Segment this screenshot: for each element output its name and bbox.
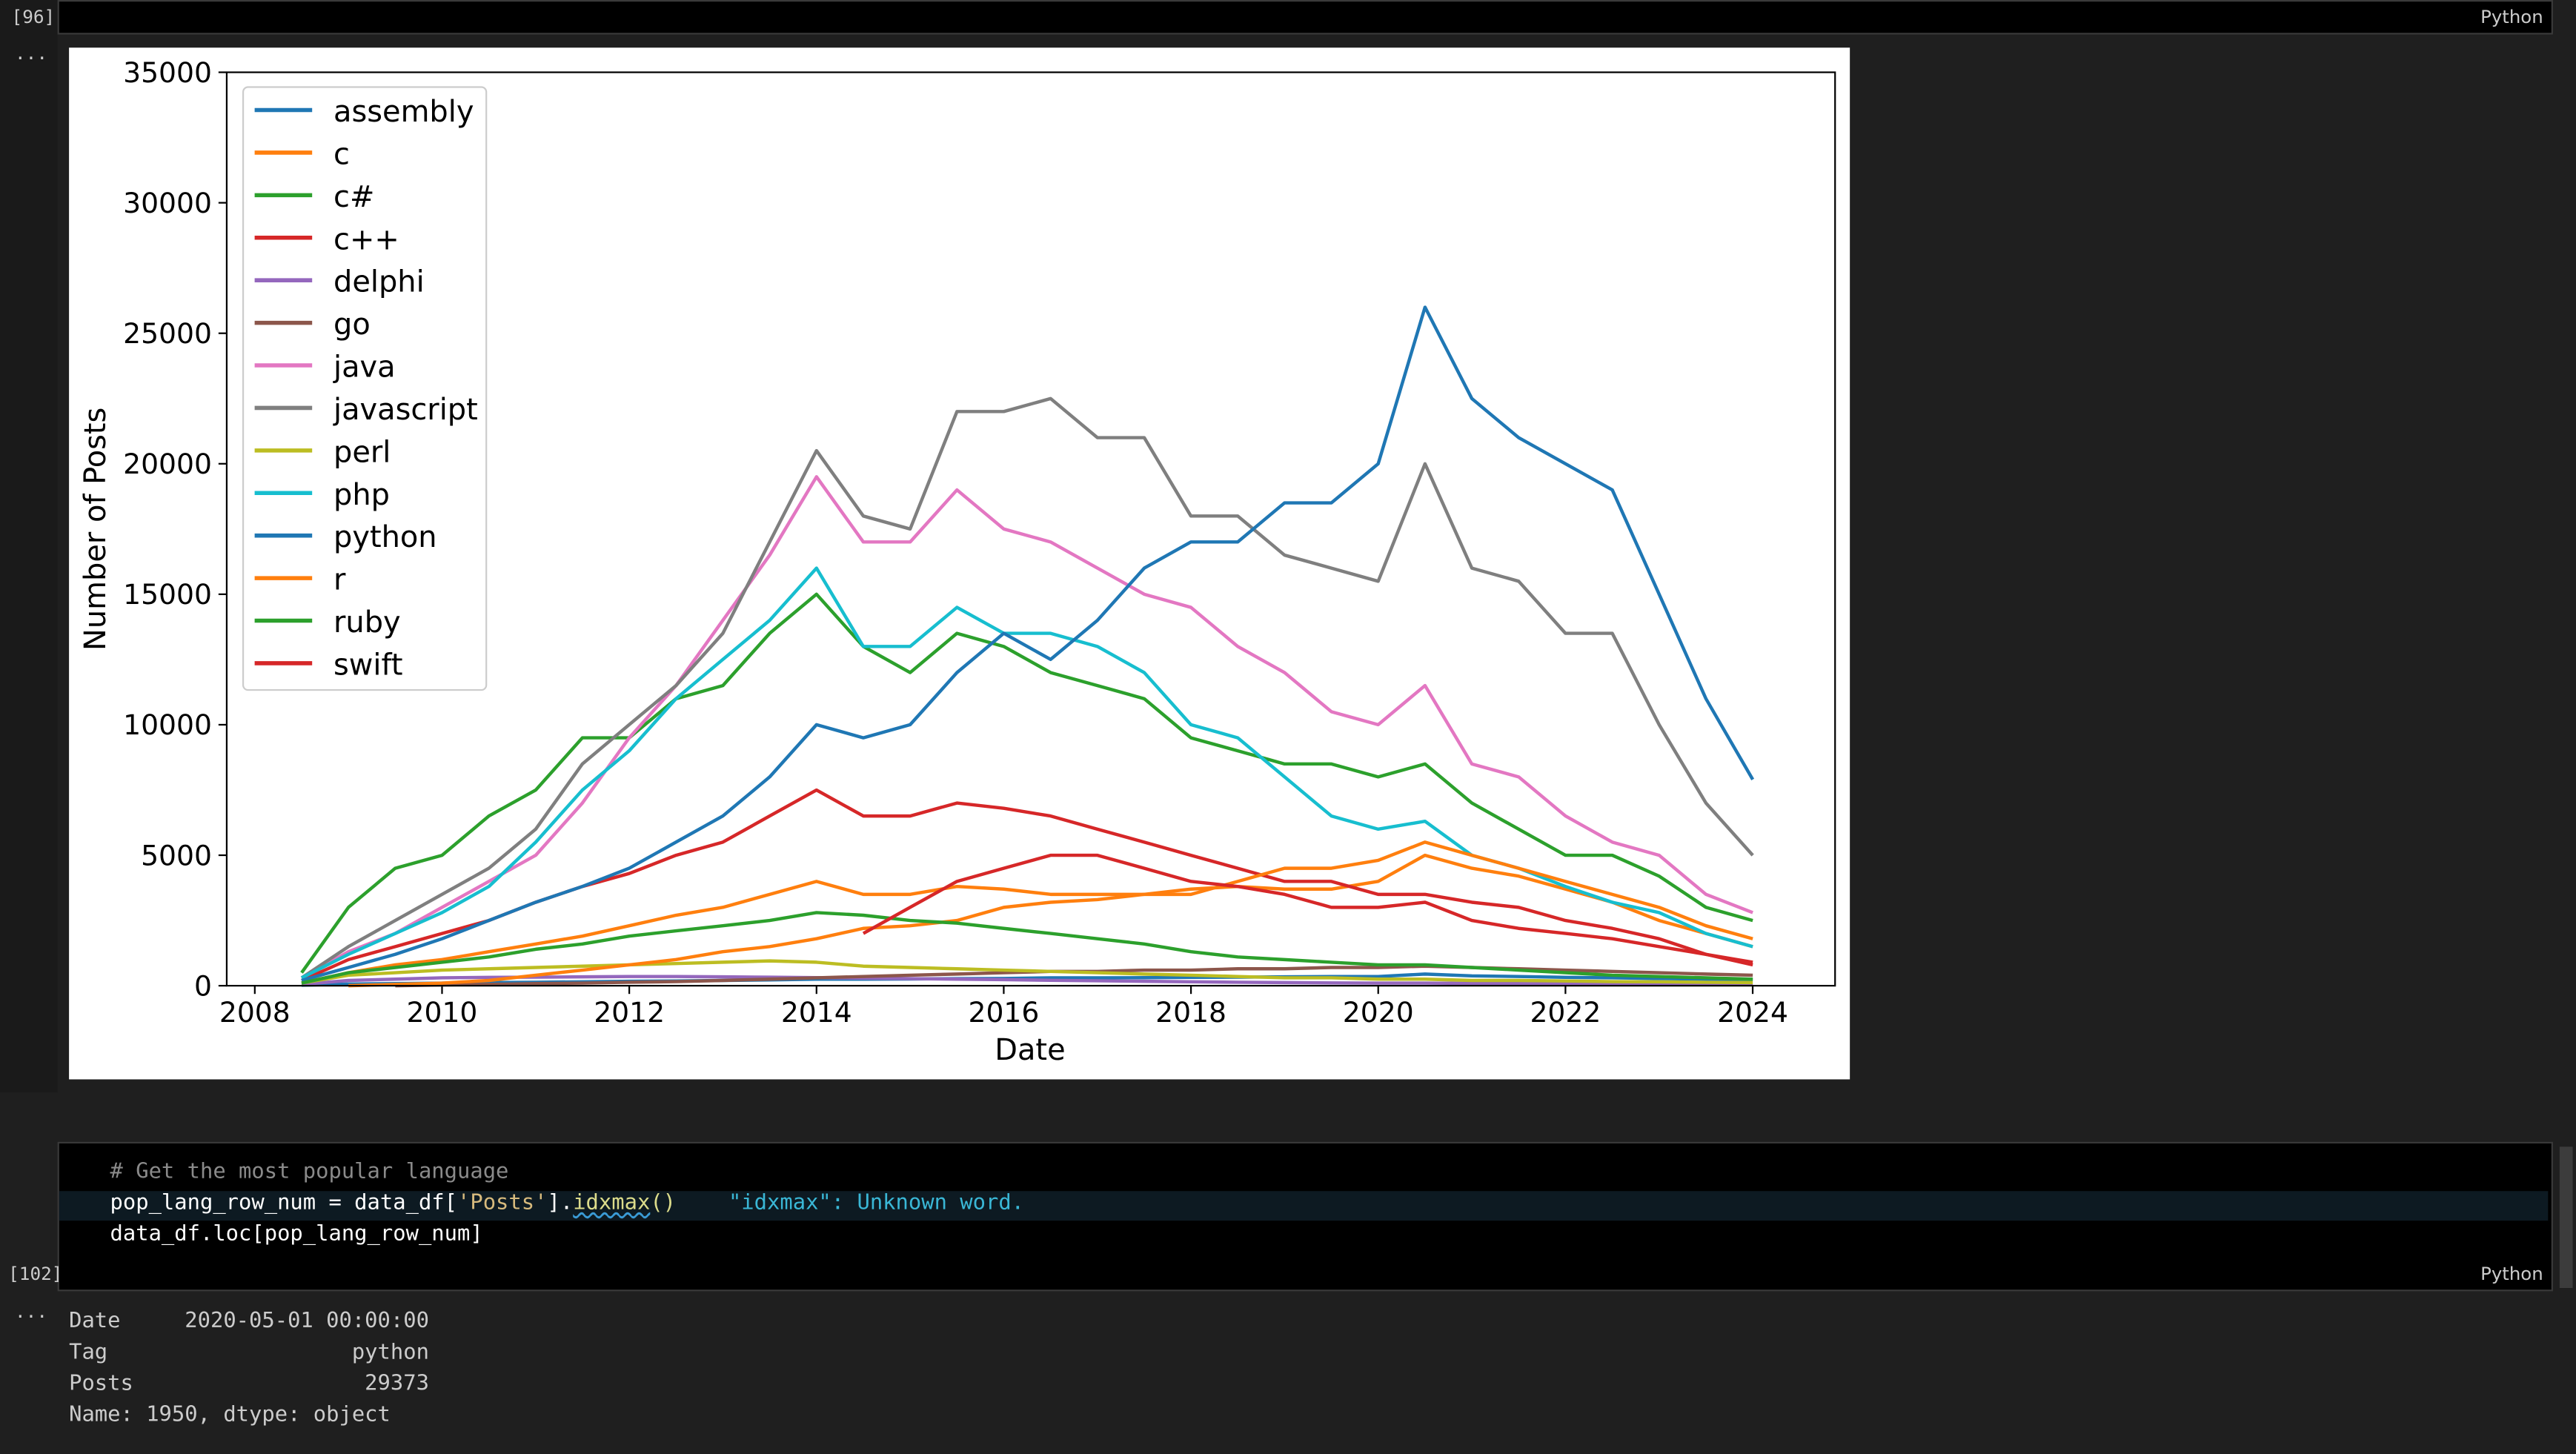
legend-label: assembly: [333, 95, 474, 129]
code-token: ].: [547, 1191, 574, 1216]
x-tick-label: 2018: [1155, 996, 1226, 1029]
x-tick-label: 2022: [1530, 996, 1601, 1029]
comment: # Get the most popular language: [110, 1160, 509, 1185]
legend-label: ruby: [333, 605, 401, 640]
code-line: pop_lang_row_num = data_df['Posts'].idxm…: [110, 1191, 1024, 1215]
method: idxmax: [573, 1191, 651, 1216]
output: Date 2020-05-01 00:00:00 Tag python Posts …: [69, 1306, 429, 1430]
output-collapse[interactable]: ...: [14, 1301, 48, 1323]
legend-label: php: [333, 478, 390, 512]
string: 'Posts': [457, 1191, 548, 1216]
legend-label: python: [333, 520, 437, 554]
legend-label: r: [333, 563, 346, 597]
output-line: Date 2020-05-01 00:00:00: [69, 1309, 429, 1335]
scrollbar[interactable]: [2559, 1146, 2573, 1289]
execution-count: [102]: [8, 1263, 63, 1285]
legend-box: [242, 86, 488, 691]
execution-count: [96]: [11, 6, 56, 28]
x-tick-label: 2008: [219, 996, 291, 1029]
code-token: data_df.loc[pop_lang_row_num]: [110, 1222, 483, 1247]
language[interactable]: Python: [2480, 1263, 2543, 1285]
language[interactable]: Python: [2480, 6, 2543, 28]
legend-label: swift: [333, 648, 402, 682]
series-line: [301, 853, 1753, 985]
code-token: pop_lang_row_num = data_df[: [110, 1191, 458, 1216]
output-line: Tag python: [69, 1340, 429, 1366]
axes-frame: [225, 71, 1836, 987]
series-line: [348, 840, 1753, 988]
series-line: [300, 475, 1753, 980]
gutter: [0, 0, 58, 1093]
output-line: Name: 1950, dtype: object: [69, 1403, 391, 1428]
y-tick-label: 25000: [123, 317, 212, 350]
x-tick-label: 2020: [1343, 996, 1414, 1029]
y-axis-label: Number of Posts: [79, 408, 113, 651]
y-tick-label: 15000: [123, 578, 212, 611]
series-line: [862, 853, 1753, 964]
legend-label: c: [333, 137, 350, 171]
y-tick-label: 0: [194, 969, 212, 1002]
code-line: data_df.loc[pop_lang_row_num]: [110, 1222, 483, 1246]
legend-label: c++: [333, 222, 399, 256]
series-line: [300, 592, 1753, 974]
legend-label: go: [333, 308, 371, 342]
series-line: [301, 959, 1753, 985]
y-tick-label: 20000: [123, 448, 212, 480]
legend-label: javascript: [333, 393, 478, 427]
x-axis-label: Date: [995, 1033, 1065, 1067]
series-line: [301, 911, 1753, 985]
x-tick-label: 2014: [781, 996, 852, 1029]
legend-label: delphi: [333, 265, 425, 299]
current-line: [59, 1191, 2549, 1221]
output-collapse[interactable]: ...: [14, 42, 48, 64]
legend-label: c#: [333, 180, 374, 214]
legend-label: java: [333, 351, 396, 385]
code-line: # Get the most popular language: [110, 1160, 509, 1184]
x-tick-label: 2012: [594, 996, 665, 1029]
series-line: [301, 305, 1755, 983]
legend-label: perl: [333, 435, 391, 469]
series-line: [301, 975, 1753, 986]
x-tick-label: 2016: [968, 996, 1039, 1029]
y-tick-label: 5000: [141, 839, 212, 872]
diagnostic: "idxmax": Unknown word.: [728, 1191, 1025, 1216]
x-tick-label: 2024: [1717, 996, 1788, 1029]
y-tick-label: 30000: [123, 187, 212, 219]
code-token: (): [650, 1191, 677, 1216]
y-tick-label: 10000: [123, 708, 212, 741]
output-line: Posts 29373: [69, 1372, 429, 1397]
cell-input[interactable]: [57, 0, 2553, 35]
y-tick-label: 35000: [123, 56, 212, 89]
x-tick-label: 2010: [407, 996, 478, 1029]
series-line: [300, 396, 1754, 980]
